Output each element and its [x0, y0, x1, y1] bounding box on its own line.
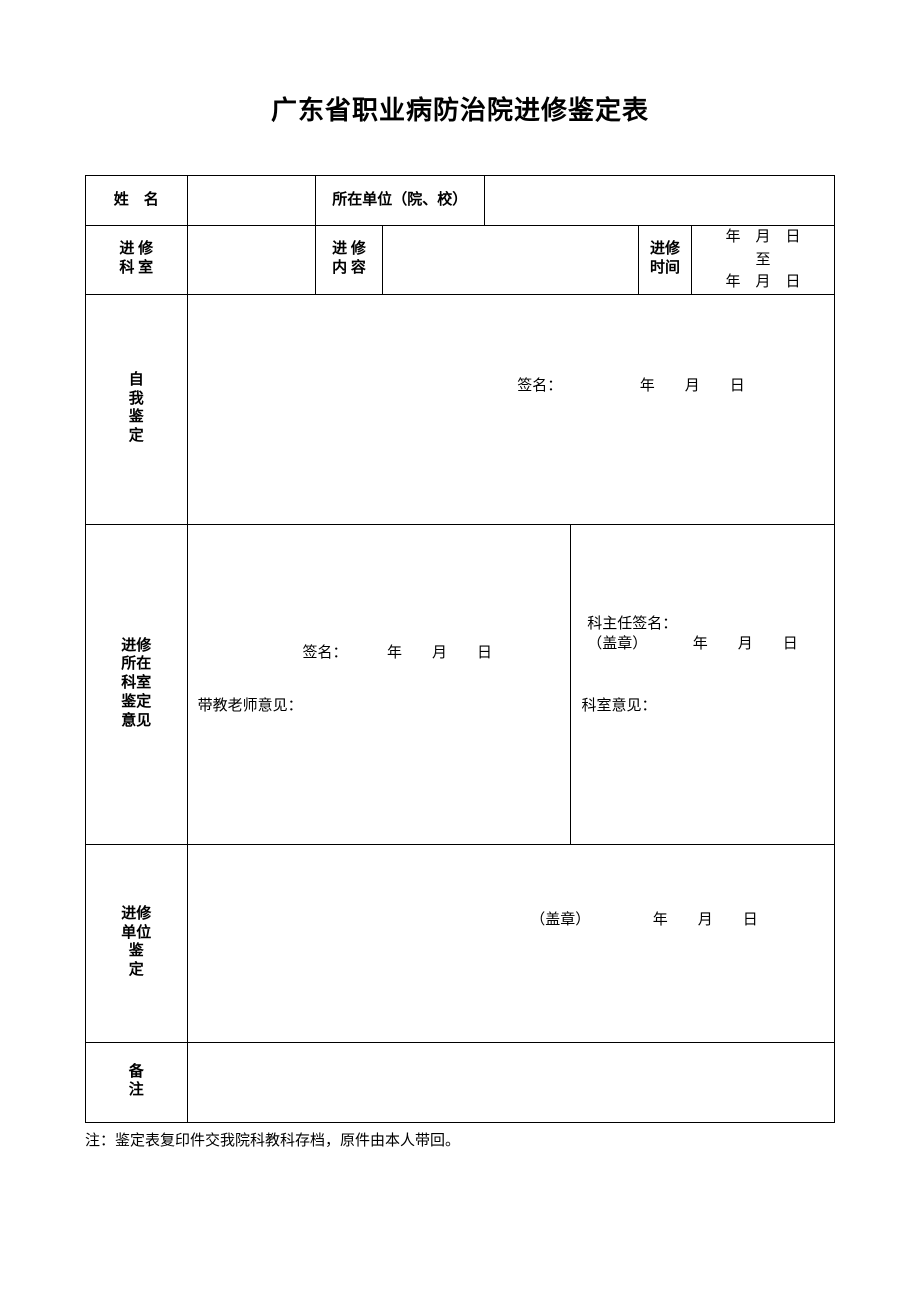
label-name: 姓 名 — [86, 176, 188, 226]
label-content: 进 修内 容 — [315, 226, 383, 295]
field-name[interactable] — [187, 176, 315, 226]
footnote: 注：鉴定表复印件交我院科教科存档，原件由本人带回。 — [85, 1129, 835, 1150]
field-teacher-opinion[interactable]: 带教老师意见： 签名： 年 月 日 — [187, 524, 571, 844]
label-dept-opinion: 进修所在科室鉴定意见 — [86, 524, 188, 844]
field-notes[interactable] — [187, 1042, 834, 1122]
label-unit-opinion: 进修单位鉴定 — [86, 844, 188, 1042]
field-content[interactable] — [383, 226, 639, 295]
seal-label: （盖章） — [530, 912, 590, 928]
dept-head-sign-label: 科主任签名： — [587, 616, 677, 632]
label-unit: 所在单位（院、校） — [315, 176, 484, 226]
field-dept[interactable] — [187, 226, 315, 295]
label-period: 进修时间 — [639, 226, 692, 295]
signature-label: 签名： — [517, 378, 562, 394]
date-label: 年 月 日 — [653, 912, 758, 928]
date-label: 年 月 日 — [693, 636, 798, 652]
field-self-assessment[interactable]: 签名： 年 月 日 — [187, 294, 834, 524]
teacher-opinion-label: 带教老师意见： — [198, 694, 303, 715]
field-unit-opinion[interactable]: （盖章） 年 月 日 — [187, 844, 834, 1042]
label-dept: 进 修科 室 — [86, 226, 188, 295]
form-table: 姓 名 所在单位（院、校） 进 修科 室 进 修内 容 进修时间 年 月 日 至… — [85, 175, 835, 1123]
label-notes: 备注 — [86, 1042, 188, 1122]
date-label: 年 月 日 — [387, 645, 492, 661]
field-period[interactable]: 年 月 日 至 年 月 日 — [691, 226, 834, 295]
dept-head-opinion-label: 科室意见： — [581, 694, 656, 715]
signature-label: 签名： — [302, 645, 347, 661]
field-dept-head-opinion[interactable]: 科室意见： 科主任签名： （盖章） 年 月 日 — [571, 524, 835, 844]
date-label: 年 月 日 — [640, 378, 745, 394]
seal-label: （盖章） — [587, 636, 647, 652]
label-self-assessment: 自我鉴定 — [86, 294, 188, 524]
page-title: 广东省职业病防治院进修鉴定表 — [85, 90, 835, 127]
field-unit[interactable] — [484, 176, 834, 226]
